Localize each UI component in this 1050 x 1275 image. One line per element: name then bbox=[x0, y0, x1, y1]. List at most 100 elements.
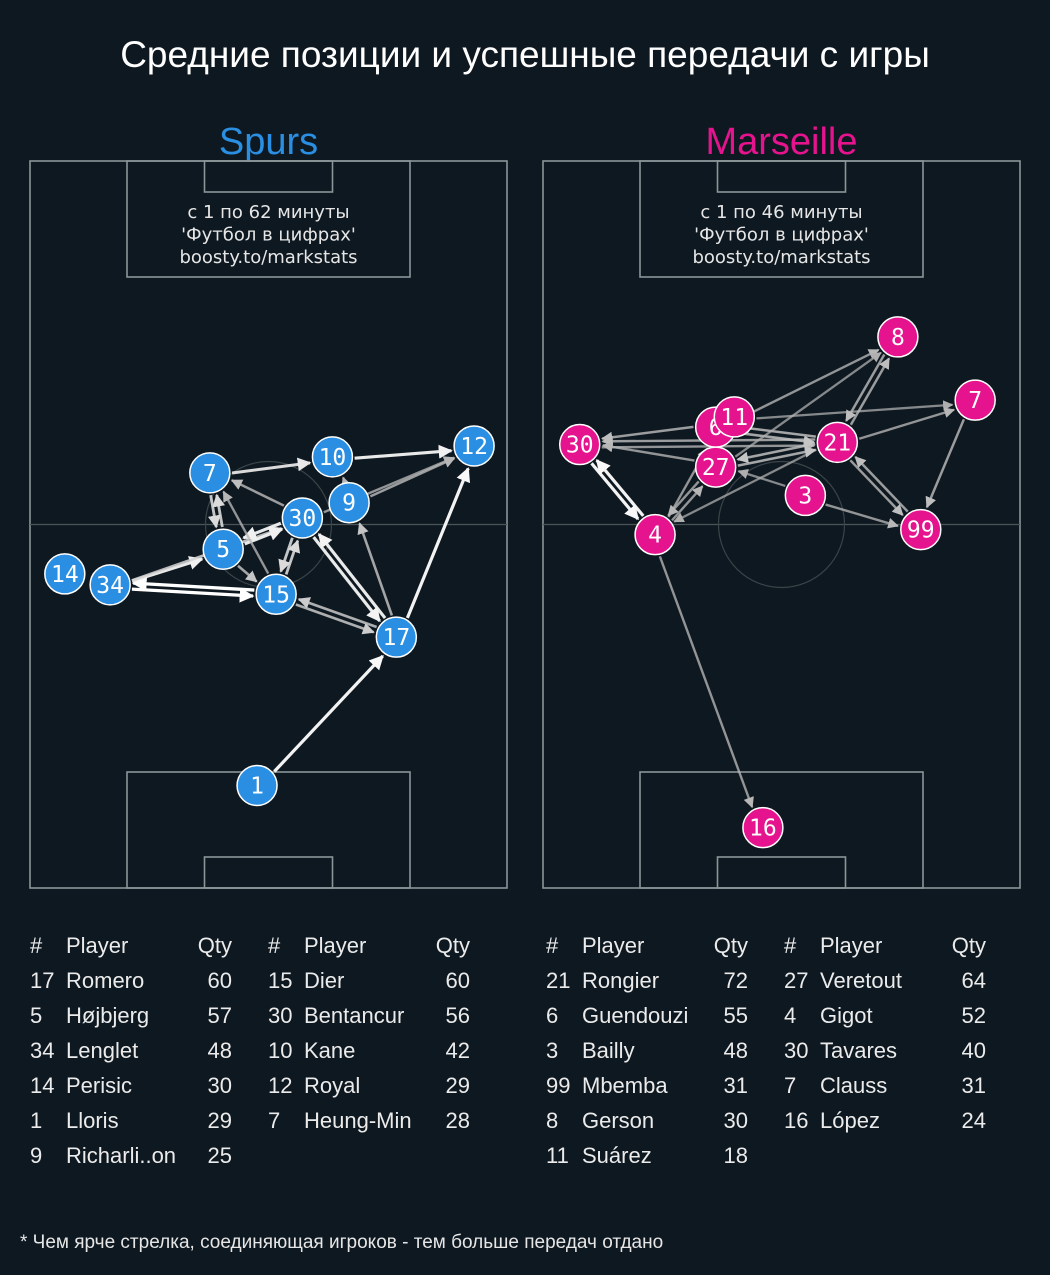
pass-arrow-30-to-4 bbox=[590, 462, 640, 521]
table-cell: 30 bbox=[784, 1037, 809, 1063]
table-cell: Gerson bbox=[582, 1107, 655, 1133]
column-header bbox=[232, 928, 268, 963]
table-cell: 3 bbox=[546, 1037, 559, 1063]
player-node-21 bbox=[816, 421, 859, 464]
info-line: с 1 по 46 минуты bbox=[700, 202, 862, 223]
table-cell bbox=[232, 1033, 268, 1068]
table-cell: Lloris bbox=[66, 1107, 119, 1133]
player-node-label: 21 bbox=[823, 430, 851, 456]
table-cell bbox=[426, 1138, 470, 1173]
player-node-10 bbox=[311, 436, 354, 478]
player-node-15 bbox=[255, 573, 297, 616]
pass-arrow-4-to-30 bbox=[595, 459, 645, 517]
table-cell: 7 bbox=[784, 1072, 797, 1098]
info-line: boosty.to/markstats bbox=[179, 247, 357, 268]
player-node-11 bbox=[713, 396, 756, 438]
table-cell: 11 bbox=[546, 1142, 569, 1168]
table-cell: 5 bbox=[30, 1002, 43, 1028]
table-cell: 17 bbox=[30, 967, 55, 993]
table-cell: 29 bbox=[445, 1072, 470, 1098]
table-cell: 29 bbox=[207, 1107, 232, 1133]
table-cell: 28 bbox=[445, 1107, 470, 1133]
pass-arrow-27-to-4 bbox=[667, 480, 700, 517]
table-cell: 48 bbox=[207, 1037, 232, 1063]
pass-arrow-6-to-8 bbox=[736, 348, 880, 422]
table-cell: Bentancur bbox=[304, 1002, 405, 1028]
table-cell: Royal bbox=[304, 1072, 361, 1098]
table-cell: Suárez bbox=[582, 1142, 652, 1168]
table-cell bbox=[748, 1033, 784, 1068]
table-cell: Richarli..on bbox=[66, 1142, 177, 1168]
table-cell bbox=[232, 1068, 268, 1103]
pass-arrow-6-to-30 bbox=[601, 425, 694, 443]
player-node-4 bbox=[634, 513, 676, 556]
table-cell: Lenglet bbox=[66, 1037, 139, 1063]
pass-arrow-17-to-9 bbox=[357, 522, 394, 616]
table-header-row: # Player Qty # Player Qty bbox=[546, 928, 986, 963]
table-cell bbox=[748, 1103, 784, 1138]
player-node-label: 3 bbox=[798, 483, 812, 509]
pass-arrow-1-to-17 bbox=[273, 654, 384, 773]
table-cell: 56 bbox=[445, 1002, 470, 1028]
table-cell: 60 bbox=[207, 967, 232, 993]
player-node-label: 7 bbox=[203, 461, 217, 487]
table-cell: Veretout bbox=[820, 967, 902, 993]
pass-arrow-15-to-34 bbox=[131, 576, 255, 592]
table-cell bbox=[748, 998, 784, 1033]
table-row: 11 Suárez 18 bbox=[546, 1138, 986, 1173]
table-cell: 9 bbox=[30, 1142, 43, 1168]
pass-arrow-5-to-15 bbox=[237, 564, 258, 583]
table-cell bbox=[232, 998, 268, 1033]
pass-arrow-3-to-99 bbox=[825, 503, 899, 529]
table-cell: Rongier bbox=[582, 967, 660, 993]
column-header: # bbox=[784, 932, 797, 958]
table-cell: 30 bbox=[268, 1002, 293, 1028]
table-cell: 64 bbox=[961, 967, 986, 993]
table-row: 5 Højbjerg 57 30 Bentancur 56 bbox=[30, 998, 470, 1033]
page-title: Средние позиции и успешные передачи с иг… bbox=[120, 34, 930, 75]
player-node-label: 15 bbox=[262, 582, 290, 608]
player-node-label: 7 bbox=[968, 388, 982, 414]
table-row: 17 Romero 60 15 Dier 60 bbox=[30, 963, 470, 998]
marseille-pitch: Marseille с 1 по 46 минуты'Футбол в цифра… bbox=[542, 121, 1021, 889]
table-cell: 57 bbox=[207, 1002, 232, 1028]
table-row: 9 Richarli..on 25 bbox=[30, 1138, 470, 1173]
player-node-27 bbox=[694, 446, 737, 488]
table-cell: 40 bbox=[961, 1037, 986, 1063]
pass-arrow-7-to-10 bbox=[231, 457, 312, 475]
table-cell: 99 bbox=[546, 1072, 571, 1098]
pass-arrow-6-to-21 bbox=[736, 431, 816, 447]
player-node-34 bbox=[89, 564, 131, 606]
table-cell bbox=[268, 1138, 304, 1173]
table-cell: Højbjerg bbox=[66, 1002, 150, 1028]
table-cell: 4 bbox=[784, 1002, 797, 1028]
table-cell: 8 bbox=[546, 1107, 559, 1133]
player-node-3 bbox=[784, 474, 827, 517]
pass-arrow-9-to-10 bbox=[341, 476, 352, 489]
column-header: Player bbox=[582, 932, 645, 958]
column-header: Qty bbox=[435, 932, 470, 958]
info-line: boosty.to/markstats bbox=[692, 247, 870, 268]
column-header: Qty bbox=[713, 932, 748, 958]
table-cell: Tavares bbox=[820, 1037, 898, 1063]
column-header: # bbox=[30, 932, 43, 958]
column-header: Player bbox=[66, 932, 129, 958]
table-row: 3 Bailly 48 30 Tavares 40 bbox=[546, 1033, 986, 1068]
marseille-player-table: # Player Qty # Player Qty 21 Rongier 72 27 Veretou… bbox=[546, 928, 986, 1173]
table-cell: Clauss bbox=[820, 1072, 888, 1098]
table-cell: 18 bbox=[723, 1142, 748, 1168]
table-cell: Mbemba bbox=[582, 1072, 668, 1098]
pass-arrow-30-to-5 bbox=[242, 521, 282, 540]
table-cell bbox=[304, 1138, 426, 1173]
table-row: 6 Guendouzi 55 4 Gigot 52 bbox=[546, 998, 986, 1033]
table-cell: 60 bbox=[445, 967, 470, 993]
player-node-label: 30 bbox=[289, 506, 317, 532]
column-header bbox=[748, 928, 784, 963]
player-node-7 bbox=[954, 379, 996, 421]
table-cell bbox=[232, 1138, 268, 1173]
player-node-label: 30 bbox=[566, 433, 594, 459]
column-header: # bbox=[268, 932, 281, 958]
column-header: Qty bbox=[951, 932, 986, 958]
column-header: # bbox=[546, 932, 559, 958]
